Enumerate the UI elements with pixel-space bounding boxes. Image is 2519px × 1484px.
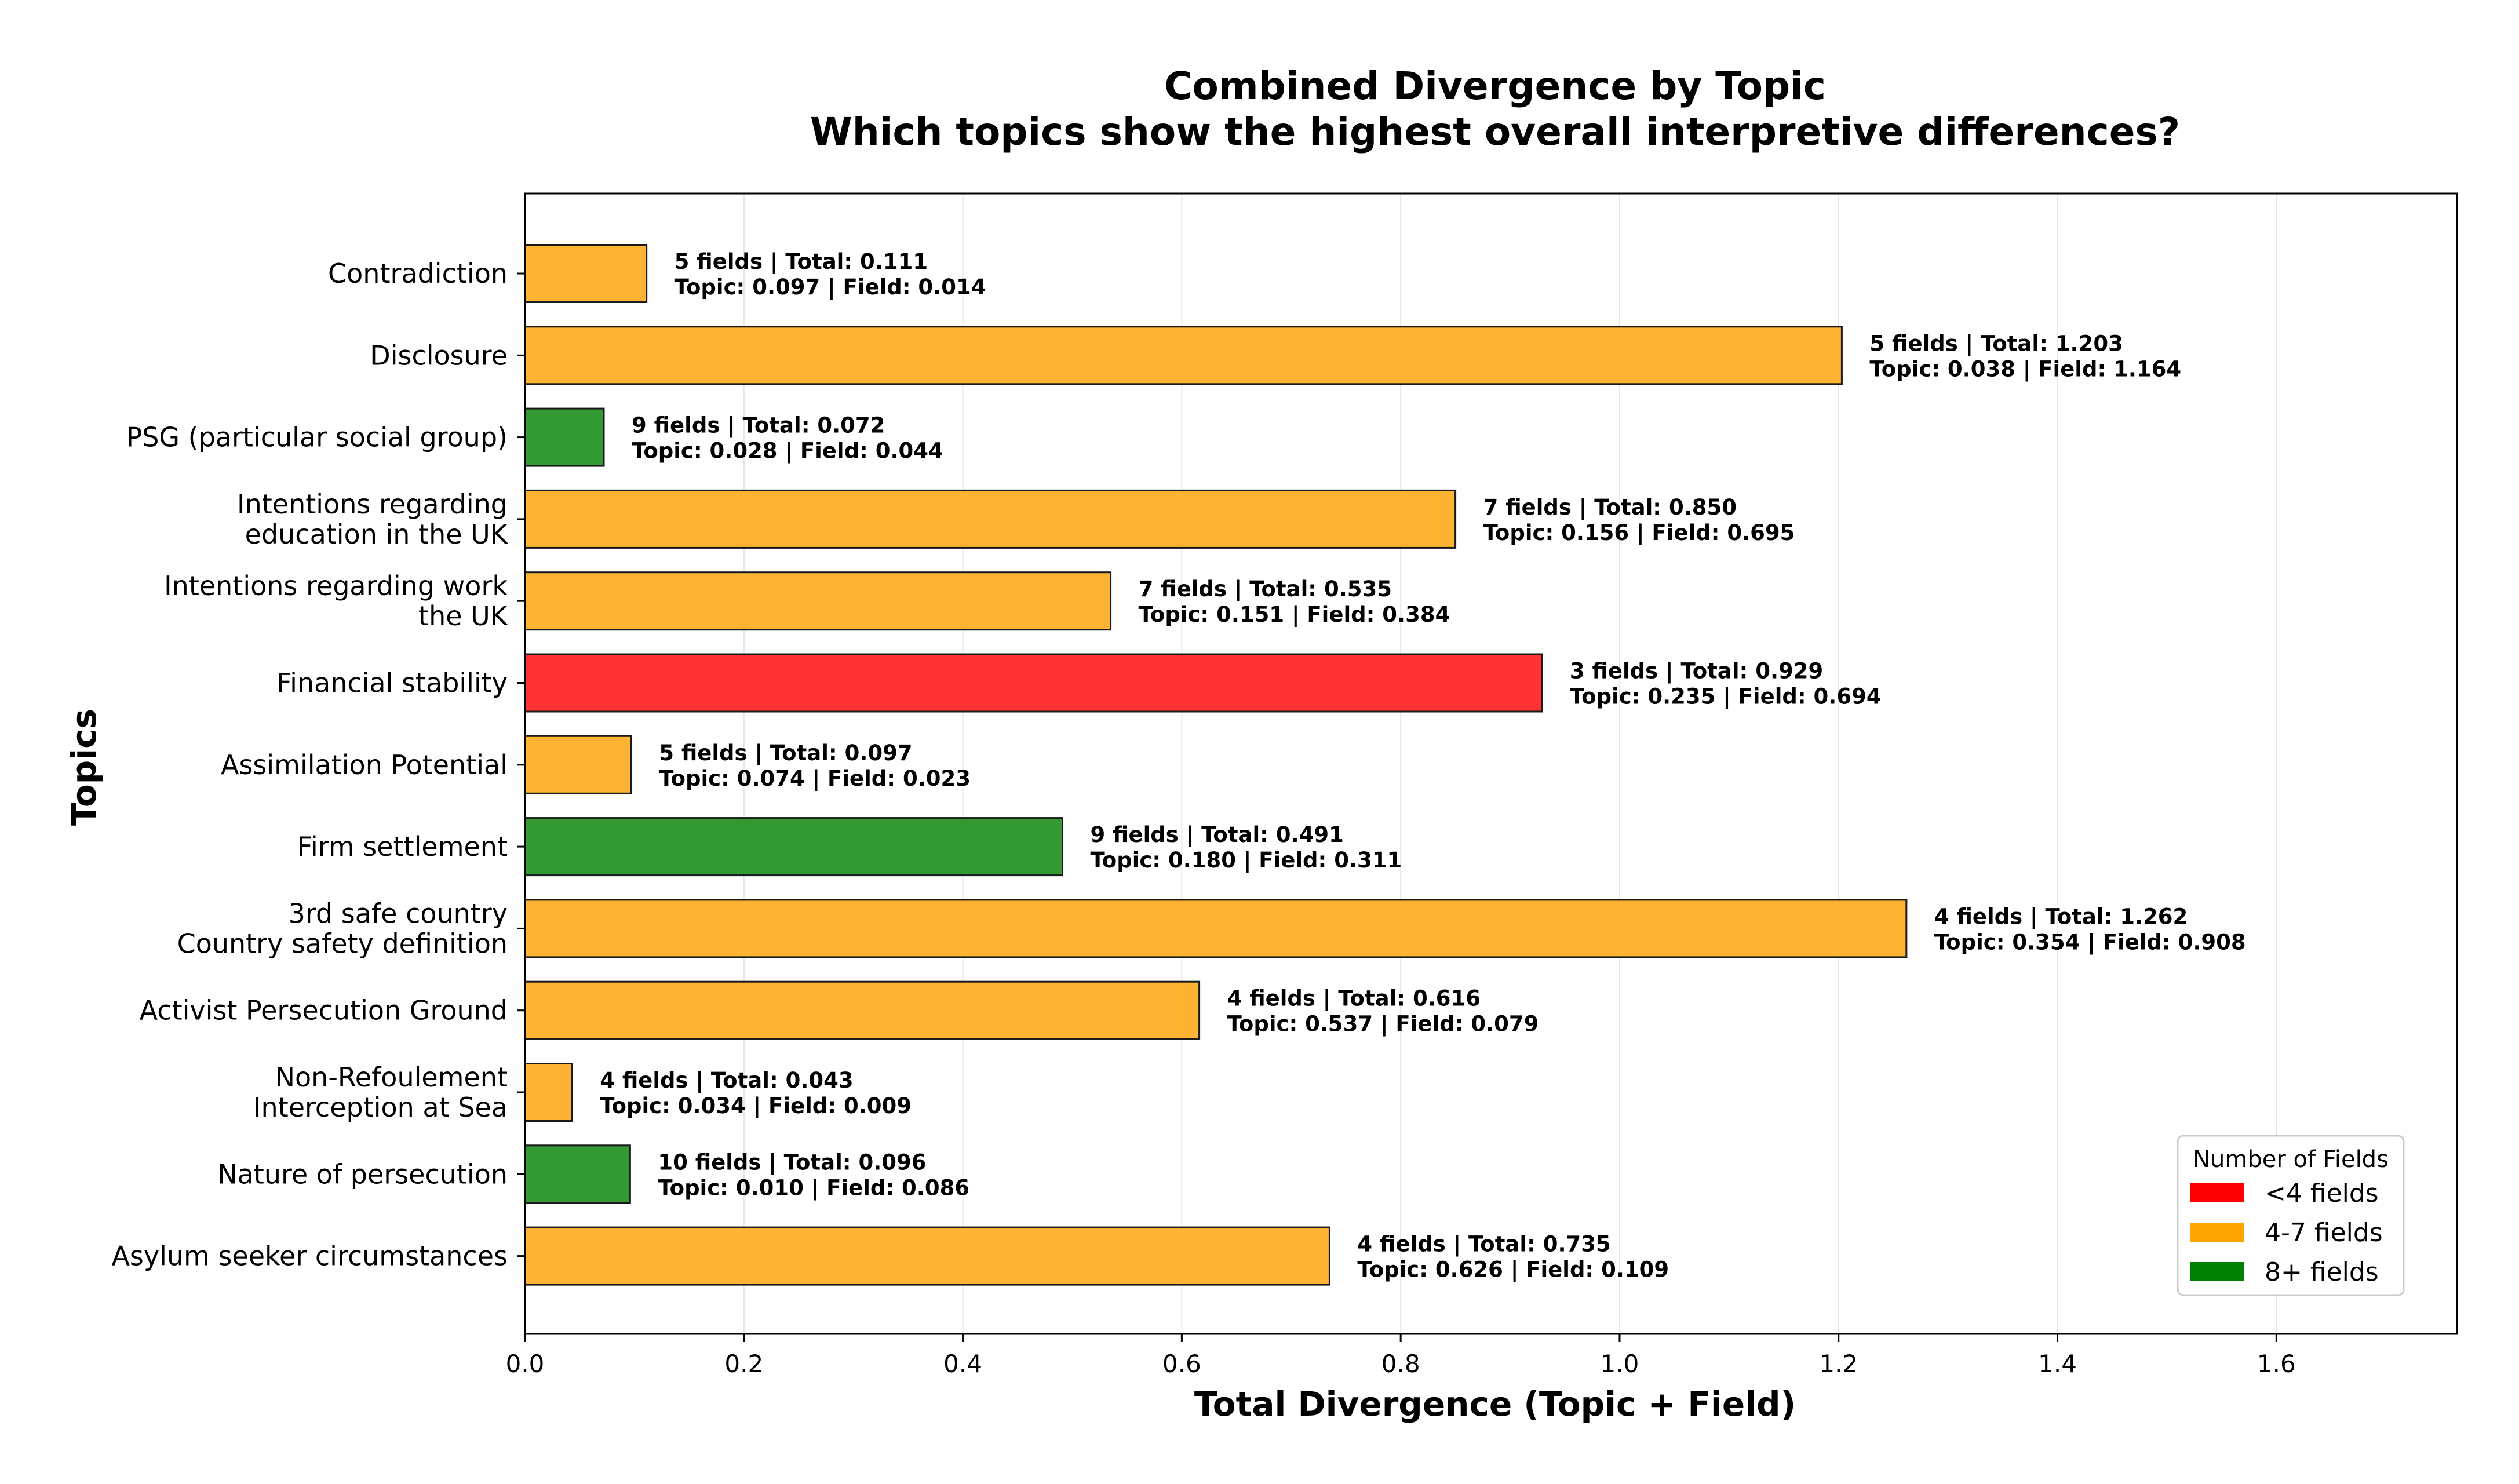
y-tick-label: Assimilation Potential <box>221 749 508 781</box>
y-tick-label: Contradiction <box>328 258 508 289</box>
legend-entry-label: <4 fields <box>2265 1179 2379 1208</box>
legend: Number of Fields <4 fields 4-7 fields 8+ fi… <box>2177 1135 2405 1296</box>
bars <box>524 244 1908 1286</box>
bar-label-breakdown: Topic: 0.151 | Field: 0.384 <box>1139 602 1450 627</box>
bar-label-summary: 9 fields | Total: 0.491 <box>1090 822 1343 847</box>
x-axis-label: Total Divergence (Topic + Field) <box>1194 1384 1796 1424</box>
legend-swatch <box>2190 1223 2244 1242</box>
bar-label-summary: 3 fields | Total: 0.929 <box>1570 659 1823 684</box>
legend-swatch <box>2190 1183 2244 1202</box>
bar-label-breakdown: Topic: 0.097 | Field: 0.014 <box>675 275 986 300</box>
bar <box>524 571 1112 631</box>
y-tick-label: Asylum seeker circumstances <box>111 1241 508 1272</box>
bar-label-breakdown: Topic: 0.074 | Field: 0.023 <box>659 766 971 791</box>
x-tick-label: 1.4 <box>2038 1350 2077 1378</box>
bar-label-summary: 5 fields | Total: 0.097 <box>659 741 912 765</box>
y-tick-label: the UK <box>418 600 509 632</box>
bar-label-breakdown: Topic: 0.354 | Field: 0.908 <box>1934 929 2246 954</box>
x-tick-label: 0.4 <box>943 1350 982 1378</box>
y-tick-label: Financial stability <box>276 668 508 699</box>
bar <box>524 1063 573 1122</box>
bar-label-breakdown: Topic: 0.235 | Field: 0.694 <box>1570 684 1882 709</box>
bar-label-breakdown: Topic: 0.156 | Field: 0.695 <box>1483 520 1795 545</box>
y-tick-label: Intentions regarding <box>237 488 508 520</box>
bar-label-summary: 9 fields | Total: 0.072 <box>632 413 885 438</box>
chart-title: Combined Divergence by Topic Which topic… <box>810 64 2180 154</box>
x-tick-label: 1.6 <box>2257 1350 2296 1378</box>
x-tick-label: 0.0 <box>506 1350 545 1378</box>
bar-label-breakdown: Topic: 0.537 | Field: 0.079 <box>1227 1012 1539 1037</box>
legend-swatch <box>2190 1262 2244 1281</box>
x-tick-label: 1.2 <box>1819 1350 1858 1378</box>
bar-label-summary: 4 fields | Total: 0.616 <box>1227 986 1481 1011</box>
bar-label-summary: 4 fields | Total: 0.735 <box>1357 1232 1610 1257</box>
plot-area-frame <box>524 192 2458 1335</box>
bar-label-breakdown: Topic: 0.038 | Field: 1.164 <box>1869 356 2181 381</box>
y-tick-label: Non-Refoulement <box>275 1062 508 1093</box>
bar-label-breakdown: Topic: 0.626 | Field: 0.109 <box>1357 1257 1669 1282</box>
bar <box>524 735 632 794</box>
y-tick-label: Country safety definition <box>177 928 508 959</box>
bar <box>524 489 1457 549</box>
y-tick-label: education in the UK <box>245 519 509 550</box>
y-tick-label: 3rd safe country <box>289 898 508 929</box>
y-tick-label: Nature of persecution <box>217 1158 508 1190</box>
y-tick-label: Interception at Sea <box>253 1092 508 1123</box>
bar-label-breakdown: Topic: 0.034 | Field: 0.009 <box>600 1093 912 1118</box>
x-tick-label: 0.2 <box>724 1350 763 1378</box>
bar-label-summary: 4 fields | Total: 1.262 <box>1934 904 2188 929</box>
y-tick-label: Firm settlement <box>297 831 508 862</box>
bar-label-summary: 7 fields | Total: 0.850 <box>1483 495 1737 520</box>
bar <box>524 326 1843 385</box>
y-tick-label: Intentions regarding work <box>164 570 508 601</box>
y-tick-label: Activist Persecution Ground <box>140 995 508 1026</box>
bar <box>524 980 1201 1040</box>
y-axis-ticks: Contradiction Disclosure PSG (particular s… <box>111 258 525 1272</box>
legend-entry-label: 4-7 fields <box>2265 1218 2383 1248</box>
bar-label-breakdown: Topic: 0.028 | Field: 0.044 <box>632 439 943 464</box>
y-tick-label: PSG (particular social group) <box>126 422 508 453</box>
legend-box <box>2177 1135 2405 1296</box>
legend-entry-label: 8+ fields <box>2265 1257 2379 1287</box>
bar-label-summary: 5 fields | Total: 1.203 <box>1869 331 2123 356</box>
bar <box>524 899 1908 958</box>
chart-title-line-1: Combined Divergence by Topic <box>1164 64 1826 108</box>
bar <box>524 407 605 467</box>
bar-label-summary: 4 fields | Total: 0.043 <box>600 1068 853 1093</box>
bar <box>524 653 1543 713</box>
bar <box>524 817 1063 877</box>
bar <box>524 244 648 303</box>
bar <box>524 1144 631 1204</box>
bar-label-breakdown: Topic: 0.010 | Field: 0.086 <box>658 1175 969 1200</box>
y-axis-label: Topics <box>64 709 104 826</box>
x-tick-label: 0.8 <box>1381 1350 1420 1378</box>
y-tick-label: Disclosure <box>370 340 508 371</box>
bar <box>524 1226 1330 1286</box>
x-axis-ticks: 0.0 0.2 0.4 0.6 0.8 1.0 1.2 1.4 1.6 <box>506 1334 2296 1378</box>
x-tick-label: 0.6 <box>1162 1350 1201 1378</box>
bar-label-breakdown: Topic: 0.180 | Field: 0.311 <box>1090 848 1402 873</box>
bar-label-summary: 5 fields | Total: 0.111 <box>675 249 928 274</box>
chart-title-line-2: Which topics show the highest overall in… <box>810 110 2180 154</box>
bar-label-summary: 10 fields | Total: 0.096 <box>658 1150 926 1175</box>
x-tick-label: 1.0 <box>1601 1350 1639 1378</box>
legend-title: Number of Fields <box>2193 1146 2389 1173</box>
bar-label-summary: 7 fields | Total: 0.535 <box>1139 577 1392 601</box>
